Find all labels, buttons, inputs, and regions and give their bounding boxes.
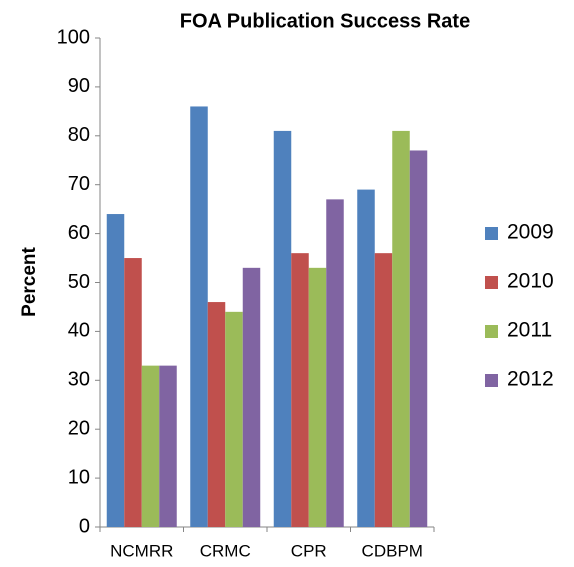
y-tick-label: 20 — [68, 417, 90, 439]
y-tick-label: 10 — [68, 466, 90, 488]
y-tick-label: 0 — [79, 515, 90, 537]
bar — [291, 253, 309, 527]
bar — [141, 365, 160, 527]
bar — [106, 214, 125, 528]
legend-label: 2012 — [507, 368, 554, 391]
bar — [242, 267, 261, 527]
y-axis-label: Percent — [19, 246, 40, 316]
bar — [326, 199, 344, 527]
chart-title: FOA Publication Success Rate — [180, 10, 470, 32]
bar — [124, 258, 142, 527]
bar — [409, 150, 428, 527]
legend-label: 2009 — [507, 221, 554, 244]
y-tick-label: 70 — [68, 173, 90, 195]
y-tick-label: 80 — [68, 124, 90, 146]
y-tick-label: 90 — [68, 75, 90, 97]
bar — [273, 130, 292, 527]
y-tick-label: 40 — [68, 320, 90, 342]
x-tick-label: CPR — [291, 541, 327, 560]
legend-label: 2011 — [507, 319, 552, 342]
bar — [225, 311, 243, 527]
bar — [374, 253, 393, 527]
bar — [207, 302, 226, 527]
legend-swatch — [485, 325, 498, 338]
bar — [190, 106, 208, 528]
bar — [357, 189, 375, 527]
bar — [159, 365, 177, 527]
legend-label: 2010 — [507, 270, 554, 293]
x-tick-label: CRMC — [200, 541, 251, 560]
y-tick-label: 60 — [68, 222, 90, 244]
legend-swatch — [485, 227, 498, 240]
y-tick-label: 50 — [68, 271, 90, 293]
legend-swatch — [485, 374, 498, 387]
x-tick-label: NCMRR — [110, 541, 173, 560]
bar — [308, 267, 327, 527]
legend-swatch — [485, 276, 498, 289]
bar — [392, 130, 410, 527]
x-tick-label: CDBPM — [362, 541, 423, 560]
y-tick-label: 100 — [57, 26, 90, 48]
y-tick-label: 30 — [68, 369, 90, 391]
